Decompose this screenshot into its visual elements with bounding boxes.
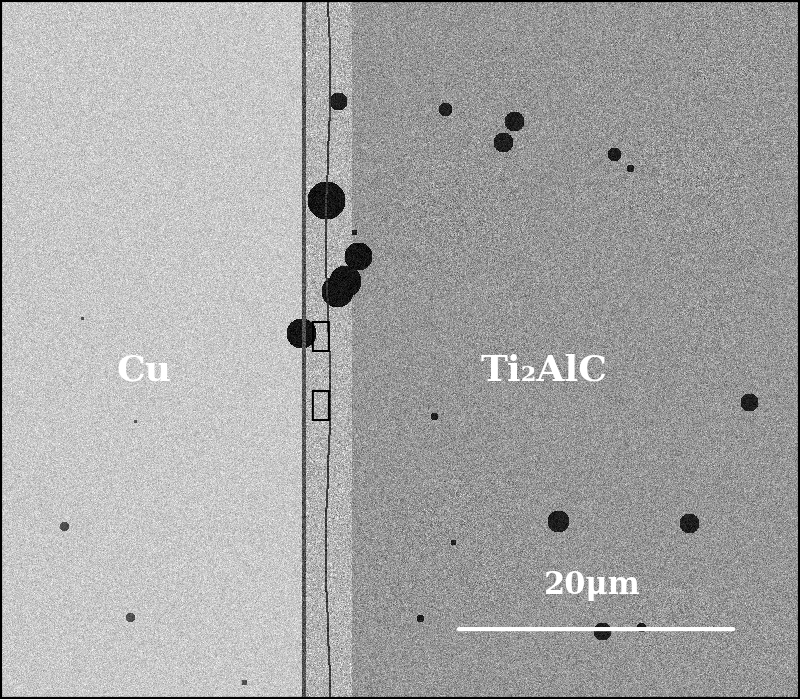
Text: 20μm: 20μm [543,570,641,601]
Text: Ti₂AlC: Ti₂AlC [481,354,607,387]
Text: 缝: 缝 [309,389,331,422]
Text: 焊: 焊 [309,319,331,352]
Text: Cu: Cu [117,354,171,387]
